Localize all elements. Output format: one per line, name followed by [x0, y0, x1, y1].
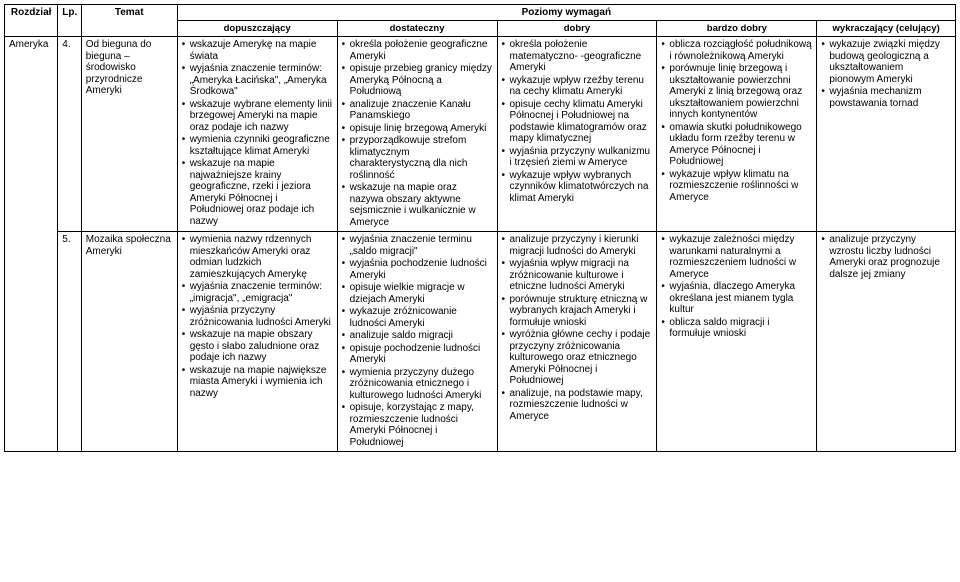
bullet-item: wymienia czynniki geograficzne kształtuj… — [182, 134, 333, 157]
cell-dobry: określa położenie matematyczno- -geograf… — [497, 37, 657, 232]
bullet-item: wskazuje na mapie oraz nazywa obszary ak… — [342, 182, 493, 228]
cell-temat: Mozaika społeczna Ameryki — [81, 232, 177, 452]
bullet-item: wykazuje związki między budową geologicz… — [821, 39, 951, 85]
cell-dobry: analizuje przyczyny i kierunki migracji … — [497, 232, 657, 452]
header-temat: Temat — [81, 5, 177, 37]
bullet-item: opisuje cechy klimatu Ameryki Północnej … — [502, 99, 653, 145]
bullet-item: analizuje przyczyny i kierunki migracji … — [502, 234, 653, 257]
bullet-item: wyjaśnia znaczenie terminów: „imigracja"… — [182, 281, 333, 304]
bullet-item: opisuje pochodzenie ludności Ameryki — [342, 343, 493, 366]
bullet-list: oblicza rozciągłość południkową i równol… — [661, 39, 812, 203]
bullet-item: analizuje, na podstawie mapy, rozmieszcz… — [502, 388, 653, 423]
bullet-item: opisuje wielkie migracje w dziejach Amer… — [342, 282, 493, 305]
bullet-item: porównuje strukturę etniczną w wybranych… — [502, 294, 653, 329]
table-row: Ameryka4.Od bieguna do bieguna – środowi… — [5, 37, 956, 232]
bullet-item: wskazuje na mapie największe miasta Amer… — [182, 365, 333, 400]
table-row: 5.Mozaika społeczna Amerykiwymienia nazw… — [5, 232, 956, 452]
bullet-item: omawia skutki południkowego układu form … — [661, 122, 812, 168]
bullet-item: wskazuje na mapie najważniejsze krainy g… — [182, 158, 333, 227]
bullet-item: porównuje linię brzegową i ukształtowani… — [661, 63, 812, 121]
bullet-list: wymienia nazwy rdzennych mieszkańców Ame… — [182, 234, 333, 399]
bullet-list: wykazuje związki między budową geologicz… — [821, 39, 951, 109]
bullet-item: wyróżnia główne cechy i podaje przyczyny… — [502, 329, 653, 387]
header-dobry: dobry — [497, 21, 657, 37]
cell-bardzo_dobry: wykazuje zależności między warunkami nat… — [657, 232, 817, 452]
bullet-list: analizuje przyczyny i kierunki migracji … — [502, 234, 653, 422]
bullet-item: opisuje linię brzegową Ameryki — [342, 123, 493, 135]
bullet-item: wykazuje zróżnicowanie ludności Ameryki — [342, 306, 493, 329]
cell-dostateczny: wyjaśnia znaczenie terminu „saldo migrac… — [337, 232, 497, 452]
bullet-list: określa położenie matematyczno- -geograf… — [502, 39, 653, 204]
header-wykraczajacy: wykraczający (celujący) — [817, 21, 956, 37]
header-dostateczny: dostateczny — [337, 21, 497, 37]
bullet-item: wykazuje wpływ rzeźby terenu na cechy kl… — [502, 75, 653, 98]
header-poziomy: Poziomy wymagań — [177, 5, 955, 21]
bullet-list: wyjaśnia znaczenie terminu „saldo migrac… — [342, 234, 493, 448]
cell-wykraczajacy: analizuje przyczyny wzrostu liczby ludno… — [817, 232, 956, 452]
cell-bardzo_dobry: oblicza rozciągłość południkową i równol… — [657, 37, 817, 232]
bullet-item: oblicza rozciągłość południkową i równol… — [661, 39, 812, 62]
cell-rozdzial: Ameryka — [5, 37, 58, 452]
header-lp: Lp. — [58, 5, 81, 37]
header-dopuszczajacy: dopuszczający — [177, 21, 337, 37]
bullet-item: analizuje saldo migracji — [342, 330, 493, 342]
bullet-item: wykazuje wpływ klimatu na rozmieszczenie… — [661, 169, 812, 204]
bullet-item: wyjaśnia znaczenie terminu „saldo migrac… — [342, 234, 493, 257]
cell-lp: 5. — [58, 232, 81, 452]
bullet-item: wykazuje zależności między warunkami nat… — [661, 234, 812, 280]
cell-dostateczny: określa położenie geograficzne Amerykiop… — [337, 37, 497, 232]
bullet-item: wymienia przyczyny dużego zróżnicowania … — [342, 367, 493, 402]
bullet-list: analizuje przyczyny wzrostu liczby ludno… — [821, 234, 951, 280]
bullet-item: wykazuje wpływ wybranych czynników klima… — [502, 170, 653, 205]
bullet-item: wyjaśnia przyczyny zróżnicowania ludnośc… — [182, 305, 333, 328]
bullet-item: wskazuje wybrane elementy linii brzegowe… — [182, 99, 333, 134]
bullet-item: wyjaśnia mechanizm powstawania tornad — [821, 86, 951, 109]
header-bardzo-dobry: bardzo dobry — [657, 21, 817, 37]
bullet-item: wskazuje na mapie obszary gęsto i słabo … — [182, 329, 333, 364]
bullet-item: oblicza saldo migracji i formułuje wnios… — [661, 317, 812, 340]
bullet-item: wskazuje Amerykę na mapie świata — [182, 39, 333, 62]
bullet-item: opisuje przebieg granicy między Ameryką … — [342, 63, 493, 98]
table-body: Ameryka4.Od bieguna do bieguna – środowi… — [5, 37, 956, 452]
requirements-table: Rozdział Lp. Temat Poziomy wymagań dopus… — [4, 4, 956, 452]
bullet-item: wyjaśnia przyczyny wulkanizmu i trzęsień… — [502, 146, 653, 169]
bullet-item: wyjaśnia znaczenie terminów: „Ameryka Ła… — [182, 63, 333, 98]
bullet-item: określa położenie geograficzne Ameryki — [342, 39, 493, 62]
cell-dopuszczajacy: wymienia nazwy rdzennych mieszkańców Ame… — [177, 232, 337, 452]
bullet-item: wyjaśnia, dlaczego Ameryka określana jes… — [661, 281, 812, 316]
bullet-list: wskazuje Amerykę na mapie światawyjaśnia… — [182, 39, 333, 227]
bullet-item: wymienia nazwy rdzennych mieszkańców Ame… — [182, 234, 333, 280]
bullet-item: określa położenie matematyczno- -geograf… — [502, 39, 653, 74]
cell-dopuszczajacy: wskazuje Amerykę na mapie światawyjaśnia… — [177, 37, 337, 232]
cell-wykraczajacy: wykazuje związki między budową geologicz… — [817, 37, 956, 232]
bullet-item: przyporządkowuje strefom klimatycznym ch… — [342, 135, 493, 181]
bullet-item: wyjaśnia pochodzenie ludności Ameryki — [342, 258, 493, 281]
bullet-item: opisuje, korzystając z mapy, rozmieszcze… — [342, 402, 493, 448]
bullet-list: wykazuje zależności między warunkami nat… — [661, 234, 812, 340]
bullet-list: określa położenie geograficzne Amerykiop… — [342, 39, 493, 228]
cell-temat: Od bieguna do bieguna – środowisko przyr… — [81, 37, 177, 232]
cell-lp: 4. — [58, 37, 81, 232]
bullet-item: wyjaśnia wpływ migracji na zróżnicowanie… — [502, 258, 653, 293]
bullet-item: analizuje znaczenie Kanału Panamskiego — [342, 99, 493, 122]
header-rozdzial: Rozdział — [5, 5, 58, 37]
bullet-item: analizuje przyczyny wzrostu liczby ludno… — [821, 234, 951, 280]
